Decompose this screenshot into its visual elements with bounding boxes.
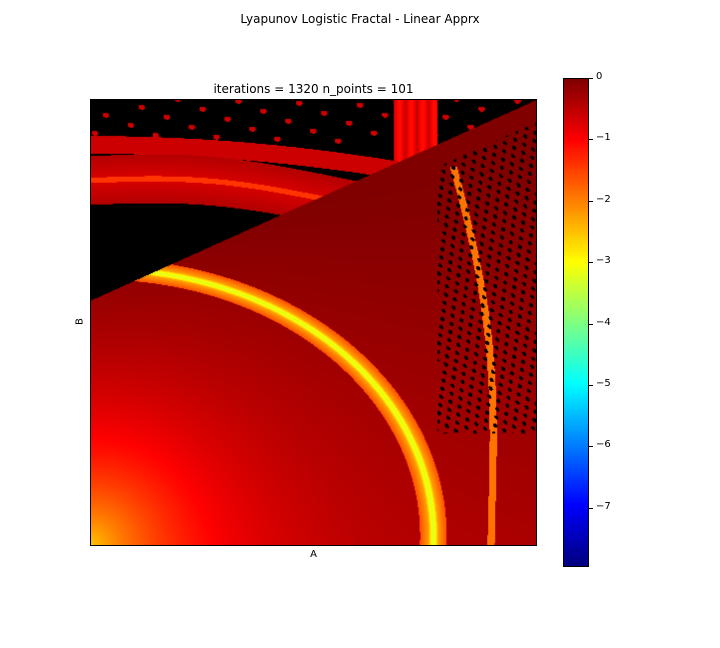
colorbar-tick-mark [589, 507, 593, 509]
colorbar: 0 −1 −2 −3 −4 −5 −6 −7 [563, 71, 611, 567]
colorbar-tick-label: −3 [596, 255, 611, 267]
x-axis-label: A [310, 549, 317, 560]
colorbar-tick-mark [589, 384, 593, 386]
plot-subtitle: iterations = 1320 n_points = 101 [213, 82, 414, 96]
colorbar-tick-mark [589, 139, 593, 141]
colorbar-gradient [563, 78, 589, 567]
y-axis-label: B [74, 318, 86, 325]
colorbar-tick-label: −6 [596, 439, 611, 451]
colorbar-tick-mark [589, 262, 593, 264]
colorbar-tick-label: −5 [596, 377, 611, 389]
figure-title: Lyapunov Logistic Fractal - Linear Apprx [240, 12, 480, 26]
colorbar-tick-mark [589, 446, 593, 448]
colorbar-tick-mark [589, 78, 593, 79]
colorbar-tick-label: −7 [596, 500, 611, 512]
colorbar-tick-mark [589, 200, 593, 202]
colorbar-tick-label: −2 [596, 193, 611, 205]
colorbar-tick-label: 0 [596, 71, 603, 82]
fractal-heatmap [90, 99, 537, 546]
colorbar-tick-mark [589, 323, 593, 325]
colorbar-tick-label: −1 [596, 132, 611, 144]
colorbar-tick-label: −4 [596, 316, 611, 328]
